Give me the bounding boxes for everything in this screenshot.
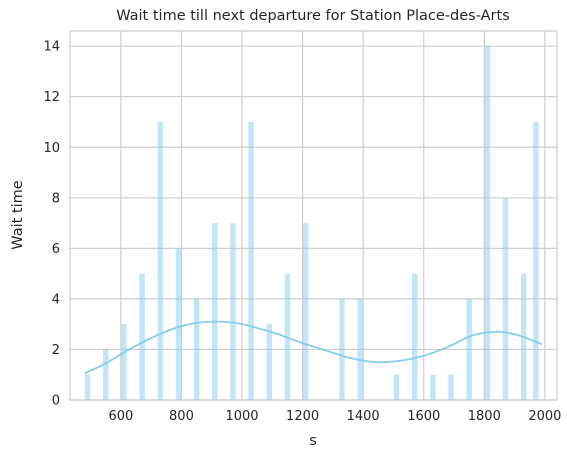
- histogram-bar: [121, 324, 127, 400]
- x-tick-label: 800: [169, 409, 194, 424]
- histogram-bar: [248, 121, 254, 400]
- x-tick-label: 1400: [347, 409, 380, 424]
- histogram-bars: [84, 46, 539, 401]
- histogram-bar: [103, 349, 109, 400]
- histogram-bar: [484, 46, 491, 401]
- histogram-bar: [175, 248, 182, 400]
- y-tick-label: 6: [52, 242, 60, 257]
- x-tick-label: 1000: [225, 409, 258, 424]
- histogram-bar: [266, 324, 273, 400]
- histogram-bar: [157, 121, 163, 400]
- chart-title: Wait time till next departure for Statio…: [116, 8, 510, 24]
- y-tick-label: 14: [43, 40, 60, 55]
- histogram-bar: [502, 197, 509, 400]
- histogram-bar: [84, 374, 91, 400]
- histogram-bar: [466, 298, 472, 400]
- histogram-bar: [357, 298, 363, 400]
- y-tick-label: 0: [52, 394, 60, 409]
- histogram-bar: [230, 223, 236, 400]
- plot-frame: [69, 30, 558, 401]
- histogram-bar: [339, 298, 345, 400]
- x-axis-label: s: [309, 433, 317, 449]
- histogram-bar: [411, 273, 418, 400]
- y-tick-label: 10: [43, 141, 60, 156]
- x-tick-label: 600: [108, 409, 133, 424]
- y-tick-label: 8: [52, 191, 60, 206]
- y-axis-label: Wait time: [10, 180, 26, 249]
- histogram-bar: [212, 223, 218, 400]
- histogram-bar: [533, 121, 539, 400]
- tick-labels: 600 800 1000 1200 1400 1600 1800 2000 0 2 4 6 8 10 12 1…: [43, 40, 561, 424]
- grid-lines: [70, 31, 557, 401]
- histogram-bar: [393, 374, 400, 400]
- histogram-bar: [302, 223, 309, 400]
- histogram-bar: [448, 374, 454, 400]
- histogram-bar: [139, 273, 145, 400]
- kde-curve-layer: [84, 320, 543, 375]
- y-tick-label: 2: [52, 343, 60, 358]
- histogram-bar: [430, 374, 436, 400]
- x-tick-label: 1600: [407, 409, 440, 424]
- x-tick-label: 2000: [528, 409, 561, 424]
- y-tick-label: 12: [43, 90, 60, 105]
- y-tick-label: 4: [52, 292, 60, 307]
- x-tick-label: 1800: [468, 409, 501, 424]
- kde-curve: [84, 320, 543, 375]
- histogram-bar: [193, 298, 200, 400]
- x-tick-label: 1200: [286, 409, 319, 424]
